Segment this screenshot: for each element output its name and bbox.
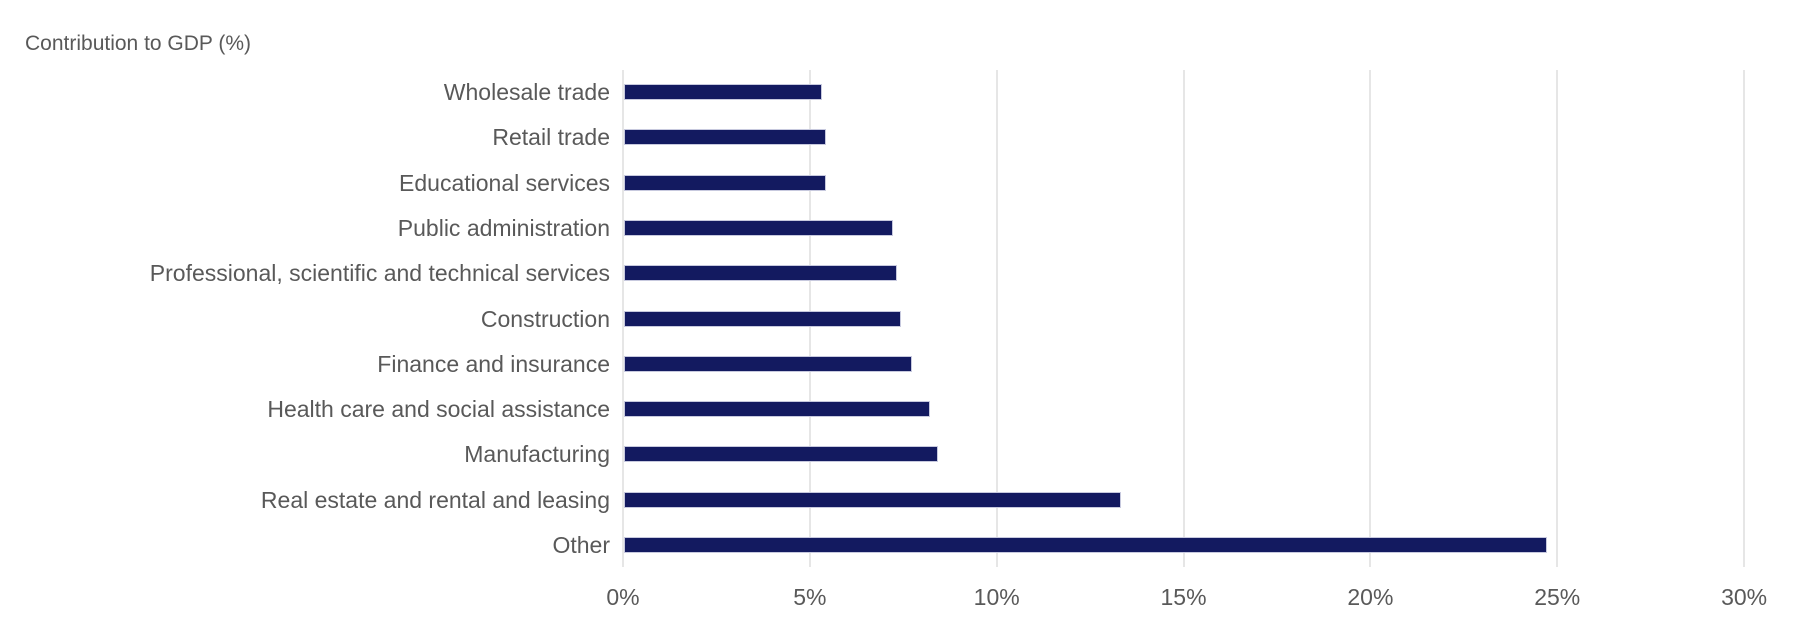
bar[interactable]	[624, 446, 938, 463]
gridline	[1369, 70, 1372, 567]
bar[interactable]	[624, 84, 823, 100]
category-label: Real estate and rental and leasing	[260, 486, 610, 513]
bar[interactable]	[624, 129, 826, 146]
x-axis-tick-label: 10%	[973, 584, 1020, 610]
bar[interactable]	[624, 310, 901, 327]
x-axis-tick-label: 0%	[606, 584, 640, 610]
category-label: Finance and insurance	[377, 350, 610, 377]
category-label: Retail trade	[492, 124, 610, 151]
x-axis-tick-label: 15%	[1160, 584, 1207, 610]
category-label: Manufacturing	[464, 441, 610, 468]
category-label: Educational services	[399, 169, 610, 196]
bar[interactable]	[624, 537, 1548, 553]
gridline	[1743, 70, 1746, 567]
bar[interactable]	[624, 491, 1122, 508]
category-label: Health care and social assistance	[267, 396, 610, 423]
gridline	[995, 70, 998, 567]
bar[interactable]	[624, 219, 894, 236]
category-label: Professional, scientific and technical s…	[149, 260, 610, 287]
x-axis-tick-label: 30%	[1721, 584, 1768, 610]
bar[interactable]	[624, 174, 826, 191]
bar[interactable]	[624, 355, 912, 372]
x-axis-tick-label: 20%	[1347, 584, 1394, 610]
gridline	[622, 70, 624, 567]
gridline	[1182, 70, 1185, 567]
bar[interactable]	[624, 265, 897, 282]
x-axis-tick-label: 5%	[793, 584, 827, 610]
x-axis-tick-label: 25%	[1534, 584, 1581, 610]
category-label: Wholesale trade	[443, 79, 610, 105]
chart-title: Contribution to GDP (%)	[25, 32, 252, 55]
bar[interactable]	[624, 401, 931, 418]
category-label: Other	[552, 532, 610, 558]
category-label: Construction	[480, 305, 610, 332]
gridline	[1556, 70, 1559, 567]
category-label: Public administration	[397, 214, 610, 241]
